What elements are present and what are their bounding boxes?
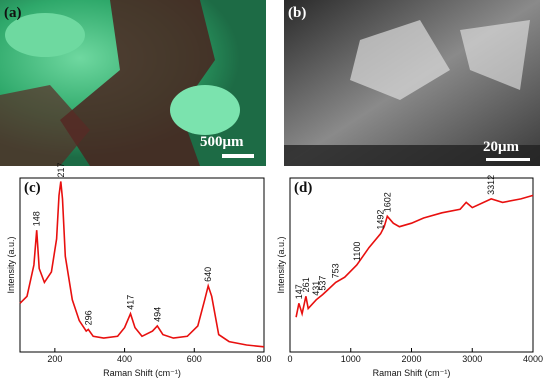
image-b: (b) 20μm [284, 0, 540, 166]
x-tick-label: 4000 [523, 354, 543, 364]
peak-label: 1602 [382, 192, 392, 212]
panel-label: (c) [24, 180, 41, 196]
peak-label: 753 [331, 263, 341, 278]
plot-frame [289, 177, 534, 353]
peak-label: 296 [83, 310, 93, 325]
x-tick-label: 1000 [341, 354, 361, 364]
spectrum-line [19, 181, 265, 348]
peak-label: 494 [152, 307, 162, 322]
scale-bar-label: 500μm [200, 134, 244, 150]
panel-label: (b) [288, 5, 306, 21]
x-axis-label: Raman Shift (cm⁻¹) [103, 368, 181, 378]
peak-label: 147 [294, 284, 304, 299]
x-tick-label: 3000 [462, 354, 482, 364]
x-tick-label: 0 [287, 354, 292, 364]
peak-label: 148 [32, 211, 42, 226]
peak-label: 261 [301, 277, 311, 292]
x-axis-label: Raman Shift (cm⁻¹) [373, 368, 451, 378]
peak-label: 1492 [376, 210, 386, 230]
image-a: (a) 500μm [0, 0, 266, 166]
spectrum-line [295, 194, 534, 318]
peak-label: 431 [311, 281, 321, 296]
plot-frame [19, 177, 265, 353]
panel-label: (d) [294, 180, 312, 196]
x-tick-label: 2000 [401, 354, 421, 364]
x-tick-label: 400 [117, 354, 132, 364]
peak-label: 417 [125, 295, 135, 310]
peak-label: 640 [203, 267, 213, 282]
peak-label: 1100 [352, 242, 362, 261]
peak-label: 3312 [486, 175, 496, 195]
x-tick-label: 800 [256, 354, 271, 364]
y-axis-label: Intensity (a.u.) [6, 236, 16, 293]
scale-bar-label: 20μm [483, 139, 520, 155]
x-tick-label: 600 [187, 354, 202, 364]
y-axis-label: Intensity (a.u.) [276, 236, 286, 293]
panel-label: (a) [4, 5, 22, 21]
peak-label: 537 [318, 276, 328, 291]
x-tick-label: 200 [47, 354, 62, 364]
peak-label: 217 [56, 162, 66, 177]
